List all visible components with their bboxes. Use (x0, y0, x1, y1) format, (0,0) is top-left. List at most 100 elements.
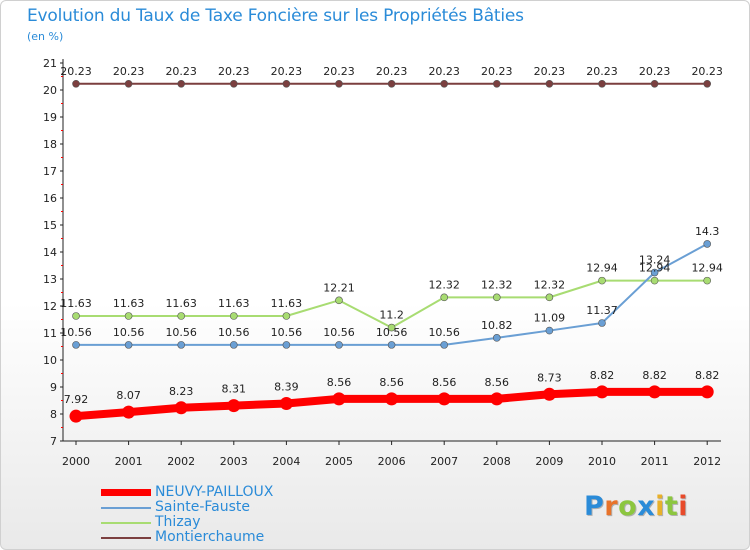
data-point-montierchaume[interactable] (177, 79, 185, 88)
data-point-neuvy-pailloux[interactable] (122, 405, 136, 419)
data-point-montierchaume[interactable] (282, 79, 291, 88)
data-label-montierchaume: 20.23 (376, 65, 408, 78)
data-point-neuvy-pailloux[interactable] (648, 385, 662, 399)
data-point-sainte-fauste[interactable] (440, 341, 449, 349)
data-label-thizay: 11.63 (165, 297, 197, 310)
data-label-thizay: 12.94 (586, 262, 618, 275)
x-tick-label: 2005 (325, 455, 353, 468)
data-point-thizay[interactable] (492, 293, 501, 302)
data-point-thizay[interactable] (387, 323, 396, 332)
y-tick-label: 7 (50, 435, 57, 448)
data-point-neuvy-pailloux[interactable] (69, 409, 83, 423)
legend-swatch-neuvy-pailloux (101, 489, 151, 496)
data-label-montierchaume: 20.23 (639, 65, 671, 78)
legend-label-thizay: Thizay (155, 514, 201, 530)
y-tick-label: 18 (43, 138, 57, 151)
y-tick-label: 13 (43, 273, 57, 286)
data-point-sainte-fauste[interactable] (282, 341, 291, 349)
data-label-neuvy-pailloux: 8.82 (695, 369, 720, 382)
data-point-montierchaume[interactable] (545, 79, 554, 88)
y-tick-label: 14 (43, 246, 57, 259)
legend-label-neuvy-pailloux: NEUVY-PAILLOUX (155, 484, 274, 500)
logo-letter: t (664, 491, 679, 522)
data-point-montierchaume[interactable] (492, 79, 501, 88)
data-label-sainte-fauste: 10.56 (376, 326, 408, 339)
data-point-neuvy-pailloux[interactable] (490, 392, 504, 406)
x-tick-label: 2012 (693, 455, 721, 468)
data-point-sainte-fauste[interactable] (124, 341, 133, 349)
legend-item-montierchaume[interactable]: Montierchaume (101, 530, 361, 545)
data-point-thizay[interactable] (335, 296, 343, 305)
data-point-montierchaume[interactable] (703, 79, 712, 88)
data-point-montierchaume[interactable] (387, 79, 396, 88)
data-point-neuvy-pailloux[interactable] (542, 387, 556, 401)
data-point-neuvy-pailloux[interactable] (385, 392, 399, 406)
data-point-sainte-fauste[interactable] (72, 341, 80, 349)
x-tick-label: 2002 (167, 455, 195, 468)
data-label-montierchaume: 20.23 (60, 65, 92, 78)
data-label-sainte-fauste: 10.56 (323, 326, 355, 339)
data-label-thizay: 12.32 (428, 278, 460, 291)
data-point-montierchaume[interactable] (72, 79, 80, 88)
logo-letter: x (637, 491, 656, 522)
y-tick-label: 8 (50, 408, 57, 421)
data-point-thizay[interactable] (282, 312, 291, 320)
y-tick-label: 21 (43, 57, 57, 70)
data-point-sainte-fauste[interactable] (703, 240, 712, 248)
data-point-thizay[interactable] (124, 312, 133, 320)
data-label-montierchaume: 20.23 (271, 65, 303, 78)
data-label-sainte-fauste: 14.3 (695, 225, 720, 238)
data-point-neuvy-pailloux[interactable] (279, 396, 293, 410)
data-point-montierchaume[interactable] (440, 79, 449, 88)
logo-letter: P (584, 491, 605, 522)
data-point-neuvy-pailloux[interactable] (595, 385, 609, 399)
data-label-neuvy-pailloux: 8.56 (327, 376, 352, 389)
data-point-sainte-fauste[interactable] (230, 341, 238, 349)
data-point-sainte-fauste[interactable] (598, 319, 606, 327)
data-point-thizay[interactable] (703, 276, 712, 285)
data-point-montierchaume[interactable] (335, 79, 343, 88)
data-point-thizay[interactable] (650, 276, 659, 285)
y-tick-label: 16 (43, 192, 57, 205)
data-label-sainte-fauste: 11.09 (534, 312, 566, 325)
proxiti-logo: Proxiti (584, 491, 688, 522)
legend-item-neuvy-pailloux[interactable]: NEUVY-PAILLOUX (101, 485, 361, 500)
data-label-neuvy-pailloux: 8.56 (432, 376, 457, 389)
data-point-thizay[interactable] (545, 293, 554, 302)
data-point-neuvy-pailloux[interactable] (700, 385, 714, 399)
data-point-neuvy-pailloux[interactable] (332, 392, 346, 406)
data-point-neuvy-pailloux[interactable] (174, 401, 188, 415)
data-point-montierchaume[interactable] (124, 79, 133, 88)
data-point-neuvy-pailloux[interactable] (227, 399, 241, 413)
data-point-thizay[interactable] (72, 312, 80, 320)
data-label-neuvy-pailloux: 8.23 (169, 385, 194, 398)
data-point-thizay[interactable] (440, 293, 449, 302)
data-point-sainte-fauste[interactable] (650, 268, 659, 277)
x-tick-label: 2003 (220, 455, 248, 468)
data-point-thizay[interactable] (230, 312, 238, 320)
data-label-neuvy-pailloux: 8.82 (590, 369, 615, 382)
data-point-montierchaume[interactable] (230, 79, 238, 88)
data-point-sainte-fauste[interactable] (492, 334, 501, 342)
data-label-sainte-fauste: 10.82 (481, 319, 513, 332)
data-point-thizay[interactable] (177, 312, 185, 320)
data-point-sainte-fauste[interactable] (177, 341, 185, 349)
data-label-thizay: 12.32 (534, 278, 566, 291)
data-point-neuvy-pailloux[interactable] (437, 392, 451, 406)
legend-label-montierchaume: Montierchaume (155, 529, 265, 545)
data-point-sainte-fauste[interactable] (545, 326, 554, 335)
data-label-montierchaume: 20.23 (691, 65, 723, 78)
data-label-sainte-fauste: 13.24 (639, 254, 671, 267)
data-point-sainte-fauste[interactable] (335, 341, 343, 349)
data-point-thizay[interactable] (598, 276, 606, 285)
data-point-montierchaume[interactable] (650, 79, 659, 88)
y-tick-label: 10 (43, 354, 57, 367)
data-label-neuvy-pailloux: 8.07 (116, 389, 141, 402)
legend-item-sainte-fauste[interactable]: Sainte-Fauste (101, 500, 361, 515)
data-point-montierchaume[interactable] (598, 79, 606, 88)
data-label-thizay: 12.94 (691, 262, 723, 275)
legend-swatch-sainte-fauste (101, 507, 151, 509)
data-label-montierchaume: 20.23 (218, 65, 250, 78)
data-point-sainte-fauste[interactable] (387, 341, 396, 349)
legend-item-thizay[interactable]: Thizay (101, 515, 361, 530)
